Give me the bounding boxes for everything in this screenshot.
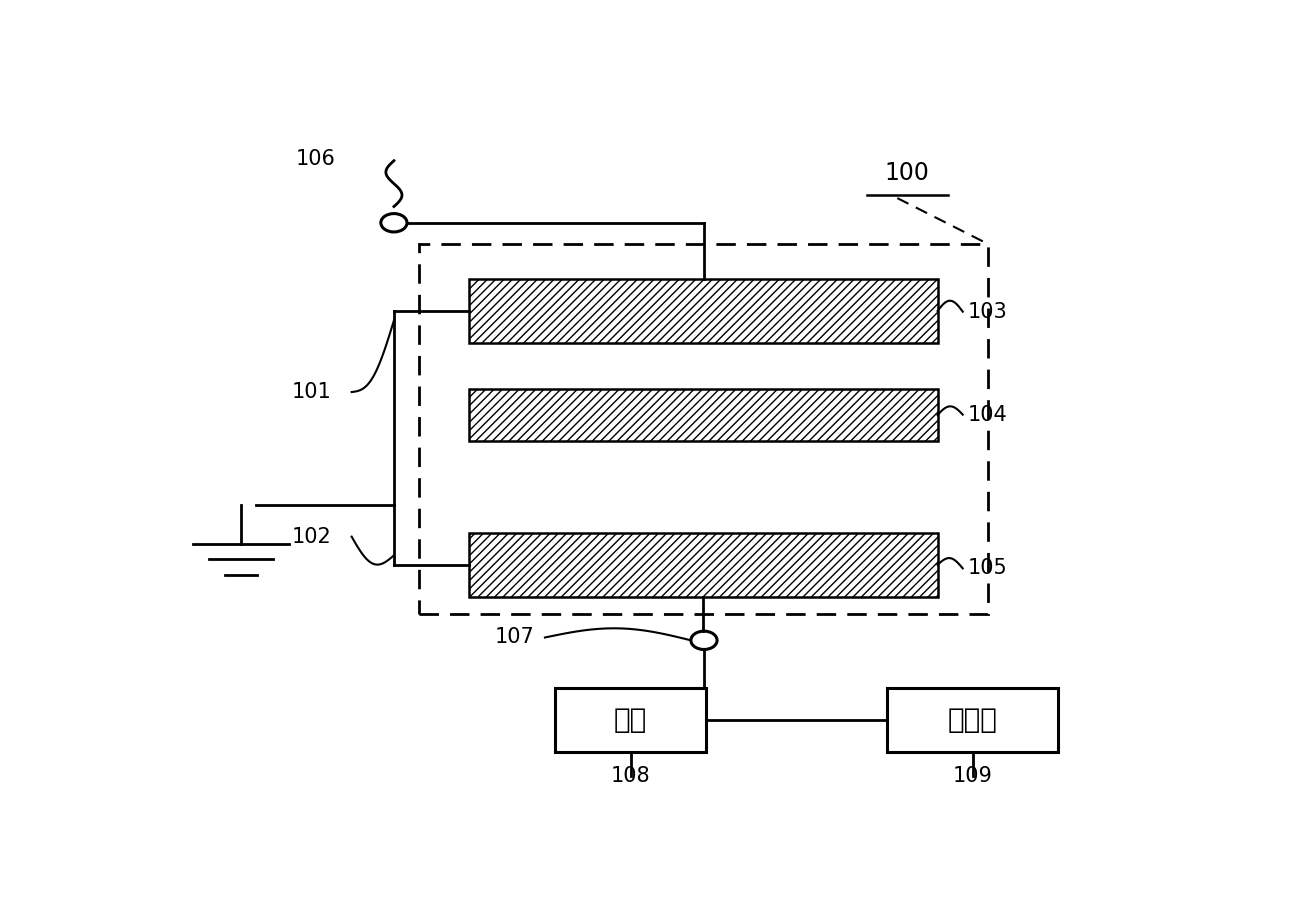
Bar (469, 388, 938, 442)
Text: 制御部: 制御部 (948, 706, 998, 734)
Text: 103: 103 (968, 301, 1008, 322)
Text: 101: 101 (292, 382, 331, 402)
Bar (469, 533, 938, 596)
Text: 负载: 负载 (614, 706, 647, 734)
Text: 107: 107 (495, 627, 535, 648)
Bar (420, 244, 987, 615)
Bar (887, 688, 1059, 752)
Text: 106: 106 (295, 149, 335, 169)
Text: 100: 100 (885, 161, 930, 185)
Text: 108: 108 (611, 767, 651, 787)
Bar (555, 688, 707, 752)
Text: 102: 102 (292, 527, 331, 547)
Text: 109: 109 (953, 767, 992, 787)
Bar (469, 279, 938, 343)
Text: 104: 104 (968, 405, 1008, 425)
Text: 105: 105 (968, 559, 1008, 578)
